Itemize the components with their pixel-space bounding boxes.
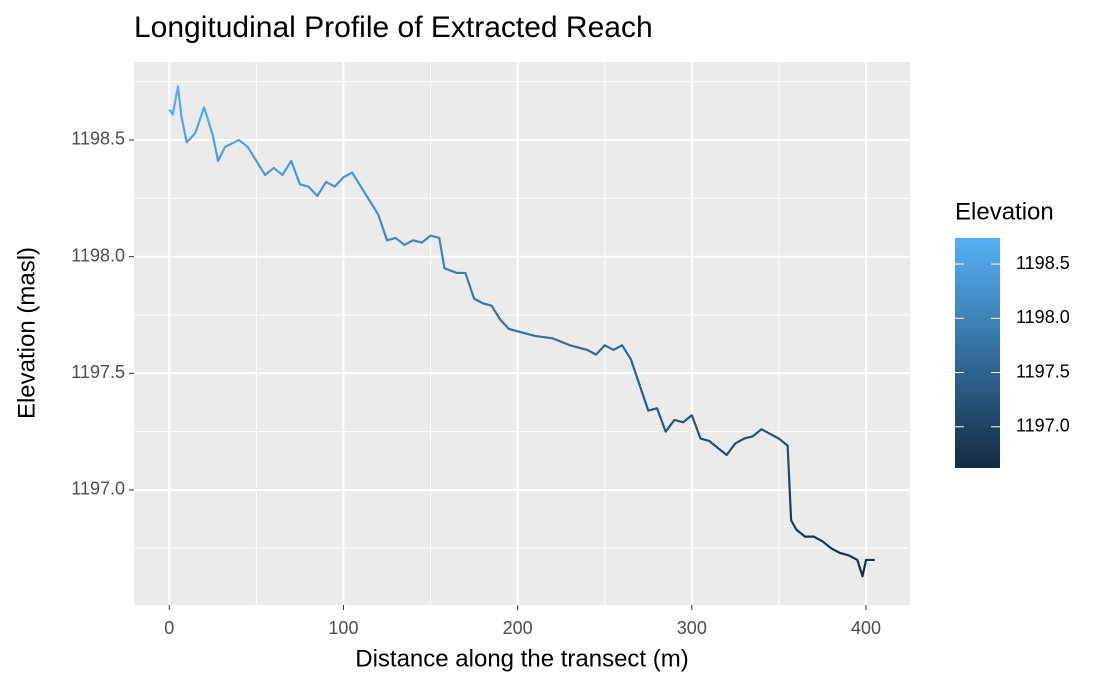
legend-tick-label: 1197.0	[1016, 416, 1070, 436]
legend-tick-label: 1198.5	[1016, 253, 1070, 273]
x-tick-label: 400	[851, 618, 881, 638]
x-axis-label: Distance along the transect (m)	[355, 645, 688, 672]
x-tick-label: 0	[164, 618, 174, 638]
x-tick-label: 300	[677, 618, 707, 638]
y-tick-label: 1197.0	[71, 479, 125, 499]
y-tick-label: 1197.5	[71, 362, 125, 382]
chart-title: Longitudinal Profile of Extracted Reach	[134, 11, 653, 44]
y-axis-label: Elevation (masl)	[13, 247, 40, 419]
x-tick-label: 100	[328, 618, 358, 638]
legend-tick-label: 1198.0	[1016, 307, 1070, 327]
legend-title: Elevation	[955, 198, 1054, 225]
x-tick-label: 200	[503, 618, 533, 638]
legend-tick-label: 1197.5	[1016, 361, 1070, 381]
colorbar	[955, 238, 1000, 468]
profile-line	[168, 85, 875, 578]
y-tick-label: 1198.0	[71, 245, 125, 265]
y-tick-label: 1198.5	[71, 129, 125, 149]
